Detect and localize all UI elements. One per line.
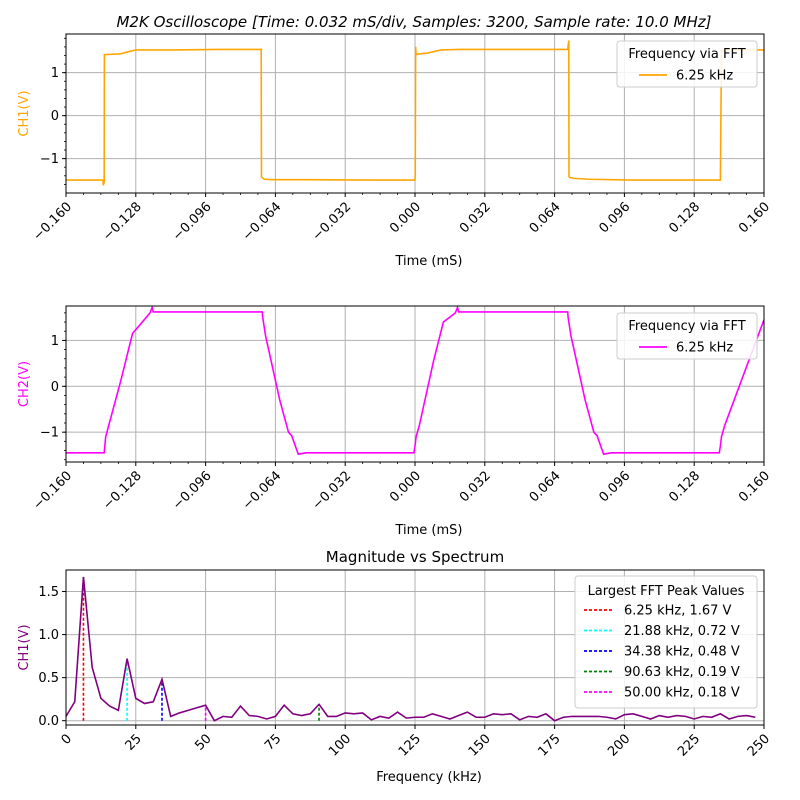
figure-title: M2K Oscilloscope [Time: 0.032 mS/div, Sa… (116, 13, 711, 31)
ch1-legend-label: 6.25 kHz (676, 69, 733, 84)
ch1-ytick-label: −1 (40, 152, 59, 167)
fft-legend-label-3: 34.38 kHz, 0.48 V (624, 645, 740, 660)
ch2-ytick-label: 0 (51, 380, 59, 395)
fft-legend-label-5: 50.00 kHz, 0.18 V (624, 686, 740, 701)
spectrum-trace (66, 576, 756, 722)
ch2-ytick-label: −1 (40, 426, 59, 441)
ch2-legend-title: Frequency via FFT (628, 319, 745, 334)
ch1-ylabel: CH1(V) (17, 90, 32, 136)
ch1-ytick-label: 1 (51, 66, 59, 81)
fft-xlabel: Frequency (kHz) (376, 770, 482, 785)
fft-ytick-label: 1.0 (38, 628, 59, 643)
ch1-ytick-label: 0 (51, 109, 59, 124)
ch1-xlabel: Time (mS) (394, 254, 462, 269)
ch2-legend-label: 6.25 kHz (676, 341, 733, 356)
ch1-legend-title: Frequency via FFT (628, 47, 745, 62)
fft-chart: 0 25 50 75 100 125 150 175 200 225 2500.00.51.01.5… (17, 548, 773, 785)
ch2-ylabel: CH2(V) (17, 361, 32, 407)
fft-ylabel: CH1(V) (17, 624, 32, 670)
fft-legend-label-1: 6.25 kHz, 1.67 V (624, 604, 732, 619)
fft-legend-box (574, 575, 758, 709)
fft-ytick-label: 1.5 (38, 585, 59, 600)
fft-legend-label-2: 21.88 kHz, 0.72 V (624, 624, 740, 639)
fft-ytick-label: 0.0 (38, 714, 59, 729)
fft-title: Magnitude vs Spectrum (326, 548, 504, 566)
fft-legend-title: Largest FFT Peak Values (588, 584, 745, 599)
fft-legend-label-4: 90.63 kHz, 0.19 V (624, 665, 740, 680)
fft-ytick-label: 0.5 (38, 671, 59, 686)
ch2-ytick-label: 1 (51, 334, 59, 349)
ch2-xlabel: Time (mS) (394, 523, 462, 538)
ch2-trace (66, 306, 764, 456)
ch1-trace (66, 40, 764, 186)
